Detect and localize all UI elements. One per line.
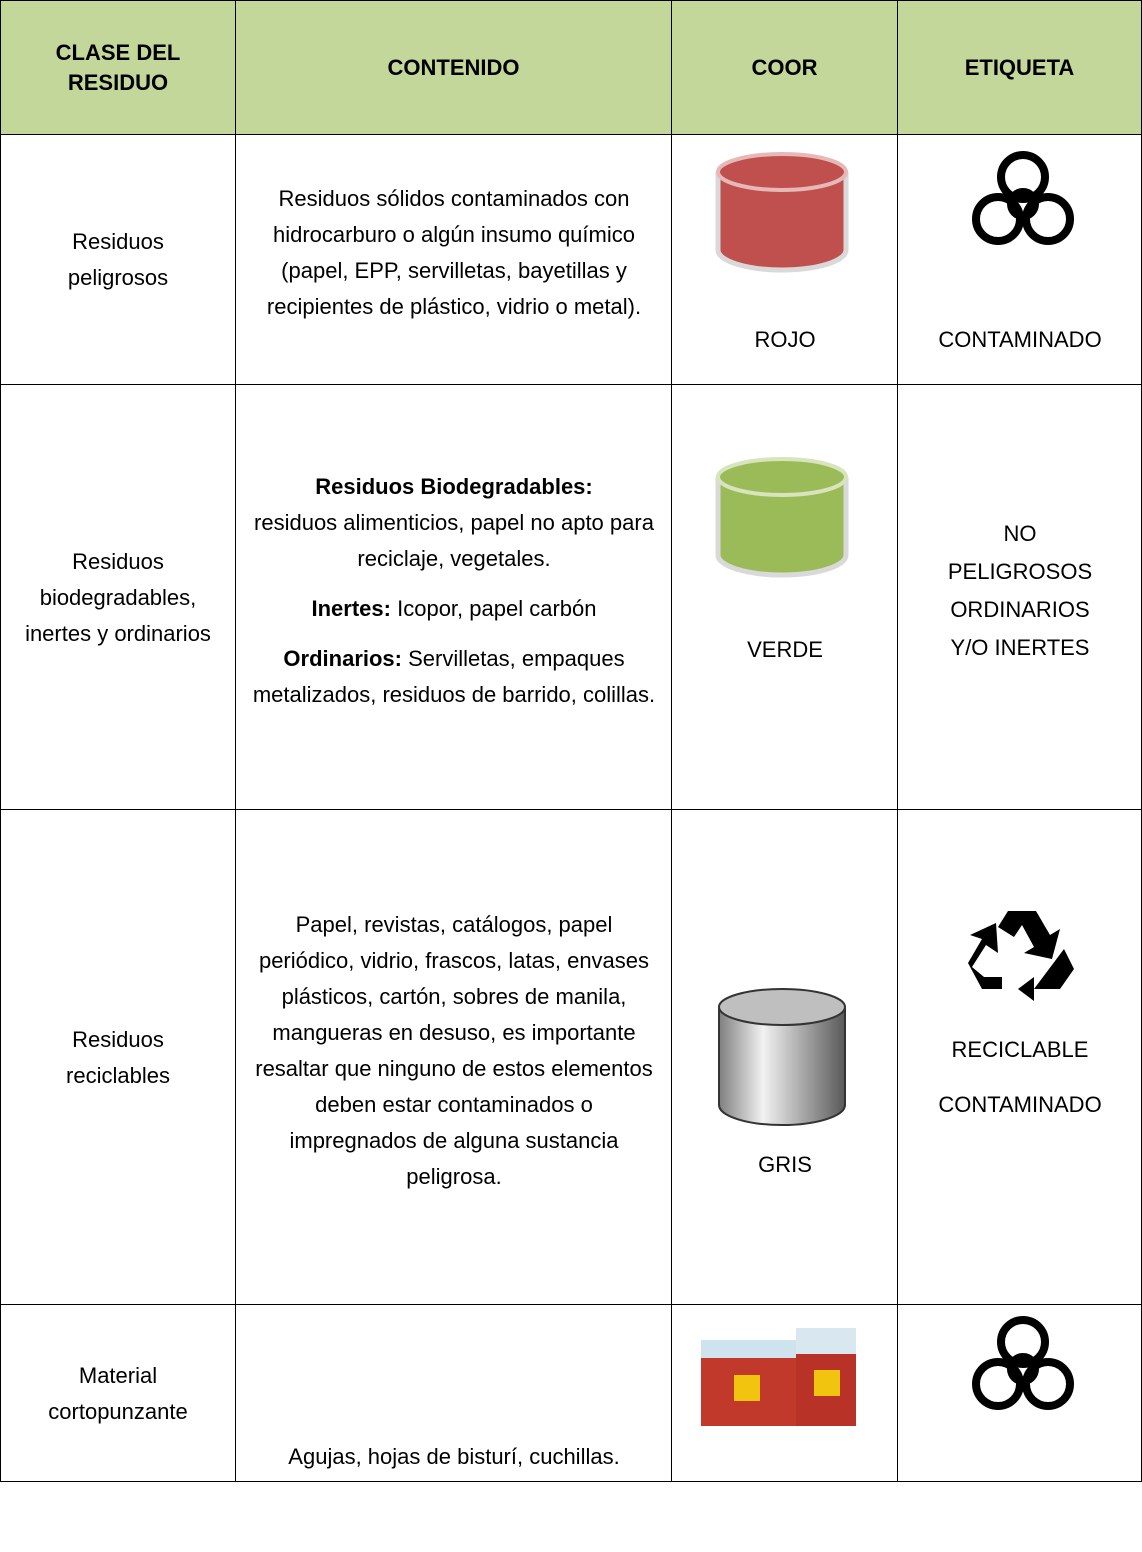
green-bin (715, 457, 849, 578)
header-cell: CONTENIDO (236, 0, 672, 135)
page: CLASE DEL RESIDUO CONTENIDO COOR ETIQUETA Re… (0, 0, 1142, 1482)
content-text-span: Agujas, hojas de bisturí, cuchillas. (288, 1443, 620, 1469)
biohazard-icon (972, 151, 1074, 245)
table-cell (672, 135, 898, 385)
table-cell (236, 135, 672, 385)
biohazard-icon (972, 1316, 1074, 1410)
header-cell: CLASE DEL RESIDUO (0, 0, 236, 135)
gray-bin (718, 988, 846, 1126)
table-cell (236, 385, 672, 810)
content-text-span: residuos alimenticios, papel no apto par… (254, 509, 654, 571)
content-text-span: Servilletas, empaques metalizados, resid… (252, 645, 656, 707)
content-bold: Residuos Biodegradables: (315, 473, 593, 499)
content-bold: Inertes: (311, 595, 391, 621)
class-label: Residuos biodegradables, inertes y ordin… (25, 548, 211, 646)
content-text-span: Papel, revistas, catálogos, papel periód… (255, 911, 653, 1189)
class-text: Material cortopunzante (43, 1305, 193, 1482)
table-cell (0, 810, 236, 1305)
class-text: Residuos biodegradables, inertes y ordin… (18, 385, 218, 810)
color-label: VERDE (747, 637, 823, 662)
content-text: Residuos Biodegradables: residuos aliment… (252, 385, 656, 810)
class-label: Residuos reciclables (66, 1026, 170, 1088)
content-paragraph: Residuos sólidos contaminados con hidroc… (252, 181, 656, 325)
sharps-container (701, 1328, 856, 1426)
table-cell (236, 810, 672, 1305)
content-text-span: Residuos sólidos contaminados con hidroc… (266, 186, 642, 319)
table-cell (0, 135, 236, 385)
header-text: CLASE DEL RESIDUO (55, 39, 181, 95)
table-cell (0, 385, 236, 810)
red-bin (715, 152, 849, 273)
header-text: CONTENIDO (387, 54, 520, 80)
label-text: CONTAMINADO (938, 327, 1102, 352)
class-text: Residuos peligrosos (43, 135, 193, 385)
label-text: RECICLABLE (951, 1037, 1089, 1062)
content-paragraph: Inertes: Icopor, papel carbón (252, 591, 656, 627)
header-cell: COOR (672, 0, 898, 135)
content-text-span: Icopor, papel carbón (397, 595, 597, 621)
content-bold: Ordinarios: (283, 645, 402, 671)
class-text: Residuos reciclables (43, 810, 193, 1305)
table-cell (672, 810, 898, 1305)
label-text: CONTAMINADO (938, 1092, 1102, 1117)
content-paragraph: Residuos Biodegradables: residuos aliment… (252, 469, 656, 577)
content-paragraph: Papel, revistas, catálogos, papel periód… (252, 907, 656, 1195)
header-text: COOR (751, 54, 818, 80)
content-text: Residuos sólidos contaminados con hidroc… (252, 135, 656, 385)
content-text: Agujas, hojas de bisturí, cuchillas. (252, 1305, 656, 1552)
color-label: ROJO (754, 327, 816, 352)
class-label: Residuos peligrosos (67, 229, 169, 290)
content-text: Papel, revistas, catálogos, papel periód… (252, 810, 656, 1305)
content-paragraph: Agujas, hojas de bisturí, cuchillas. (252, 1439, 656, 1475)
header-text: ETIQUETA (964, 54, 1075, 80)
content-paragraph: Ordinarios: Servilletas, empaques metali… (252, 641, 656, 713)
header-cell: ETIQUETA (898, 0, 1142, 135)
color-label: GRIS (758, 1152, 812, 1177)
table-cell (672, 385, 898, 810)
class-label: Material cortopunzante (48, 1362, 188, 1424)
recycle-icon (968, 911, 1074, 1001)
label-text: NO PELIGROSOS ORDINARIOS Y/O INERTES (947, 521, 1093, 660)
